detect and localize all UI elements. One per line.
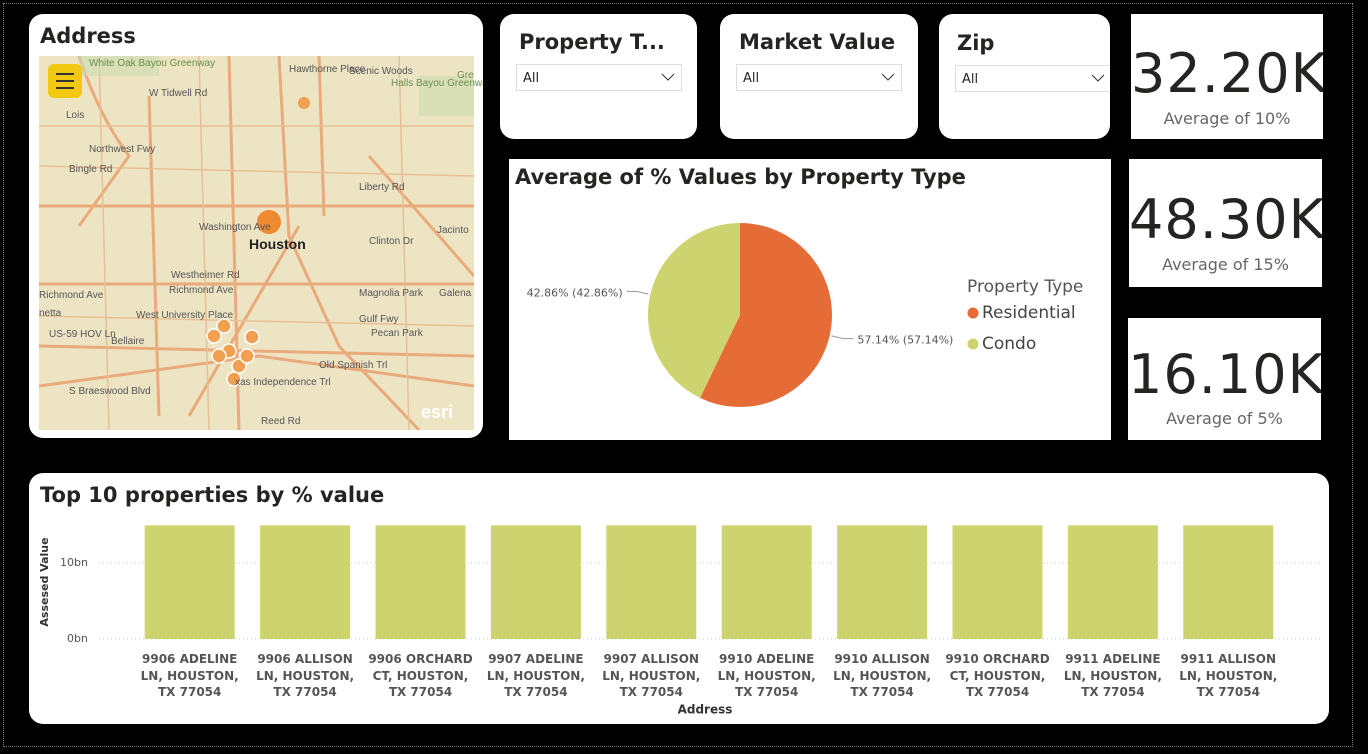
map-label: Halls Bayou Greenway (391, 78, 483, 89)
canvas-border (3, 3, 1353, 747)
map-label: netta (39, 308, 62, 319)
slicer-title: Property T... (519, 30, 665, 54)
bar (606, 525, 697, 639)
slicer-panel: Market Value All (720, 14, 918, 139)
y-tick-label: 10bn (60, 556, 88, 569)
slicer-dropdown[interactable]: All (955, 65, 1110, 92)
map-label: W Tidwell Rd (149, 88, 208, 99)
map-label: Gulf Fwy (359, 314, 399, 325)
legend-label: Residential (982, 303, 1076, 323)
map-label: esri (421, 402, 454, 422)
bar (260, 525, 351, 639)
slicer-value: All (523, 71, 540, 86)
map-label: Northwest Fwy (89, 144, 156, 155)
map-label: Bingle Rd (69, 164, 113, 175)
card-label: Average of 10% (1163, 109, 1291, 128)
bar (1067, 525, 1158, 639)
slicer-title: Market Value (739, 30, 896, 54)
map-label: Reed Rd (261, 416, 301, 427)
card: 48.30K Average of 15% (1129, 159, 1322, 287)
card-value: 32.20K (1131, 42, 1323, 105)
bar (375, 525, 466, 639)
map-label: Old Spanish Trl (319, 360, 388, 371)
map-label: Lois (66, 110, 85, 121)
x-tick-label: 9910 ORCHARD CT, HOUSTON, TX 77054 (945, 652, 1050, 699)
slicer-value: All (962, 72, 979, 87)
map-label: White Oak Bayou Greenway (89, 58, 216, 69)
card: 16.10K Average of 5% (1128, 318, 1321, 440)
bar (1183, 525, 1274, 639)
map-title: Address (40, 24, 136, 48)
x-tick-label: 9907 ALLISON LN, HOUSTON, TX 77054 (602, 652, 701, 699)
card-label: Average of 5% (1166, 409, 1283, 428)
x-tick-label: 9910 ALLISON LN, HOUSTON, TX 77054 (833, 652, 932, 699)
y-tick-label: 0bn (67, 632, 88, 645)
map-label: West University Place (136, 310, 234, 321)
map-label: Magnolia Park (359, 288, 423, 299)
map-label: Pecan Park (371, 328, 423, 339)
map-label: Richmond Ave (39, 290, 104, 301)
slicer-dropdown[interactable]: All (516, 64, 682, 91)
map-label: xas Independence Trl (235, 377, 331, 388)
chart-title: Top 10 properties by % value (40, 483, 384, 507)
data-label: 57.14% (57.14%) (857, 334, 953, 347)
x-tick-label: 9906 ADELINE LN, HOUSTON, TX 77054 (140, 652, 239, 699)
map[interactable] (39, 56, 474, 430)
map-label: Galena (439, 288, 472, 299)
pie-panel: Average of % Values by Property Type Pro… (509, 159, 1111, 440)
bar (721, 525, 812, 639)
map-label: Westheimer Rd (171, 270, 240, 281)
y-axis-title: Assesed Value (38, 537, 51, 626)
bar (490, 525, 581, 639)
bar (837, 525, 928, 639)
pie-chart: Average of % Values by Property Type Pro… (515, 165, 1083, 407)
map-label: Richmond Ave (169, 285, 234, 296)
bar-chart: Top 10 properties by % value Address Ass… (38, 483, 1321, 717)
bar-panel: Top 10 properties by % value Address Ass… (29, 473, 1329, 724)
map-label: Washington Ave (199, 222, 271, 233)
legend-title: Property Type (967, 277, 1083, 297)
map-label: Scenic Woods (349, 66, 413, 77)
x-tick-label: 9907 ADELINE LN, HOUSTON, TX 77054 (486, 652, 585, 699)
slicer-panel: Property T... All (500, 14, 697, 139)
chart-title: Average of % Values by Property Type (515, 165, 966, 189)
x-tick-label: 9911 ALLISON LN, HOUSTON, TX 77054 (1179, 652, 1278, 699)
pie-slice (648, 223, 740, 398)
map-label: S Braeswood Blvd (69, 386, 151, 397)
card-label: Average of 15% (1162, 255, 1289, 274)
slicer-value: All (743, 71, 760, 86)
legend-label: Condo (982, 334, 1036, 354)
x-tick-label: 9911 ADELINE LN, HOUSTON, TX 77054 (1063, 652, 1162, 699)
slicer-title: Zip (957, 31, 995, 55)
data-label: 42.86% (42.86%) (527, 286, 623, 299)
card: 32.20K Average of 10% (1131, 14, 1323, 139)
map-label: Jacinto (437, 225, 469, 236)
slicer-dropdown[interactable]: All (736, 64, 902, 91)
card-value: 48.30K (1129, 188, 1322, 251)
leader-line (831, 335, 854, 340)
pie-slice (700, 223, 832, 407)
map-panel: Address White Oak Bayou Greenway Hawthorn… (29, 14, 483, 438)
map-label: Clinton Dr (369, 236, 414, 247)
map-label: US-59 HOV Ln (49, 329, 116, 340)
leader-line (626, 290, 649, 295)
map-label: Houston (249, 236, 306, 252)
x-tick-label: 9906 ORCHARD CT, HOUSTON, TX 77054 (368, 652, 473, 699)
legend-marker (967, 307, 979, 319)
map-label: Bellaire (111, 336, 145, 347)
x-axis-title: Address (678, 703, 733, 717)
slicer-panel: Zip All (939, 14, 1110, 139)
map-label: Liberty Rd (359, 182, 405, 193)
card-value: 16.10K (1128, 343, 1321, 406)
map-label: Hawthorne Place (289, 64, 366, 75)
legend-marker (967, 338, 979, 350)
bar (952, 525, 1043, 639)
x-tick-label: 9906 ALLISON LN, HOUSTON, TX 77054 (256, 652, 355, 699)
x-tick-label: 9910 ADELINE LN, HOUSTON, TX 77054 (717, 652, 816, 699)
bar (144, 525, 235, 639)
map-label: Gre (457, 70, 474, 81)
